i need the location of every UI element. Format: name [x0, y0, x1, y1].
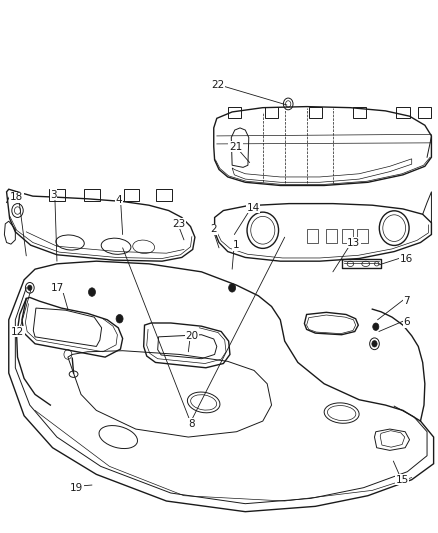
Text: 23: 23 [172, 219, 185, 229]
Text: 13: 13 [347, 238, 360, 247]
Text: 7: 7 [403, 296, 410, 306]
Text: 22: 22 [212, 80, 225, 90]
Text: 18: 18 [10, 192, 23, 202]
Text: 2: 2 [210, 224, 217, 234]
Ellipse shape [373, 323, 379, 330]
Ellipse shape [28, 285, 32, 290]
Text: 12: 12 [11, 327, 24, 336]
Ellipse shape [372, 341, 377, 347]
Text: 16: 16 [400, 254, 413, 263]
Text: 4: 4 [116, 195, 123, 205]
Ellipse shape [116, 314, 123, 323]
Ellipse shape [229, 284, 236, 292]
Ellipse shape [16, 196, 21, 203]
Text: 8: 8 [188, 419, 195, 429]
Text: 1: 1 [232, 240, 239, 250]
Text: 6: 6 [403, 318, 410, 327]
Text: 3: 3 [50, 190, 57, 199]
Text: 21: 21 [229, 142, 242, 151]
Ellipse shape [88, 288, 95, 296]
Text: 15: 15 [396, 475, 409, 484]
Text: 20: 20 [185, 331, 198, 341]
Text: 14: 14 [247, 203, 260, 213]
Text: 19: 19 [70, 483, 83, 492]
Text: 17: 17 [50, 283, 64, 293]
